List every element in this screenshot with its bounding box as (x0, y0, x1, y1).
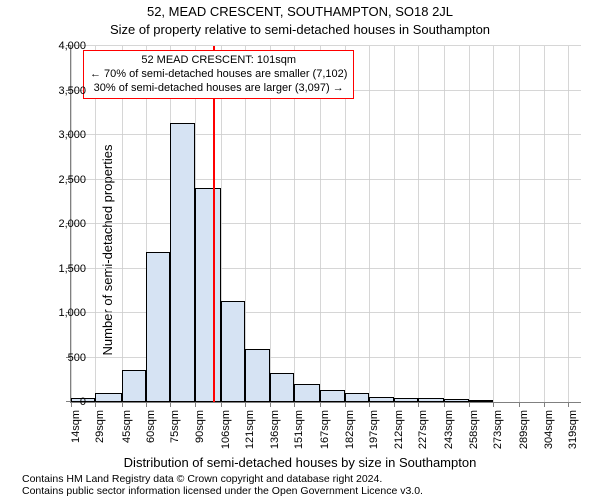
xtick-label: 289sqm (518, 410, 530, 449)
histogram-bar (369, 397, 393, 402)
gridline-v (320, 46, 321, 402)
xtick-mark (394, 402, 395, 407)
title-sub: Size of property relative to semi-detach… (0, 22, 600, 37)
ytick-label: 2,500 (46, 174, 86, 186)
xtick-label: 243sqm (443, 410, 455, 449)
xtick-label: 90sqm (194, 410, 206, 443)
xtick-mark (469, 402, 470, 407)
histogram-bar (418, 398, 444, 402)
ytick-label: 500 (46, 352, 86, 364)
xtick-mark (195, 402, 196, 407)
histogram-bar (221, 301, 245, 402)
ytick-label: 1,500 (46, 263, 86, 275)
xtick-mark (519, 402, 520, 407)
histogram-bar (146, 252, 170, 402)
xtick-label: 75sqm (169, 410, 181, 443)
xtick-label: 197sqm (368, 410, 380, 449)
ytick-label: 0 (46, 396, 86, 408)
gridline-v (418, 46, 419, 402)
xtick-mark (122, 402, 123, 407)
title-main: 52, MEAD CRESCENT, SOUTHAMPTON, SO18 2JL (0, 4, 600, 19)
xtick-mark (221, 402, 222, 407)
xtick-label: 182sqm (344, 410, 356, 449)
xtick-label: 136sqm (269, 410, 281, 449)
ytick-label: 2,000 (46, 218, 86, 230)
gridline-v (95, 46, 96, 402)
xtick-mark (270, 402, 271, 407)
xtick-mark (444, 402, 445, 407)
gridline-v (568, 46, 569, 402)
gridline-v (544, 46, 545, 402)
footnote-line1: Contains HM Land Registry data © Crown c… (22, 473, 423, 486)
histogram-bar (444, 399, 468, 402)
xtick-label: 273sqm (492, 410, 504, 449)
footnote-line2: Contains public sector information licen… (22, 485, 423, 498)
xtick-label: 14sqm (70, 410, 82, 443)
xtick-label: 319sqm (567, 410, 579, 449)
annotation-box: 52 MEAD CRESCENT: 101sqm ← 70% of semi-d… (83, 50, 354, 99)
ytick-label: 3,500 (46, 85, 86, 97)
histogram-bar (195, 188, 221, 402)
annotation-line2: ← 70% of semi-detached houses are smalle… (90, 68, 347, 82)
gridline-v (345, 46, 346, 402)
xtick-label: 106sqm (220, 410, 232, 449)
footnote: Contains HM Land Registry data © Crown c… (22, 473, 423, 498)
plot-area: 52 MEAD CRESCENT: 101sqm ← 70% of semi-d… (70, 46, 581, 403)
gridline-v (519, 46, 520, 402)
xtick-mark (369, 402, 370, 407)
xtick-mark (294, 402, 295, 407)
histogram-bar (270, 373, 294, 402)
ytick-label: 4,000 (46, 40, 86, 52)
gridline-v (294, 46, 295, 402)
xtick-mark (418, 402, 419, 407)
gridline-v (270, 46, 271, 402)
xtick-label: 212sqm (393, 410, 405, 449)
histogram-bar (320, 390, 344, 402)
ytick-label: 3,000 (46, 129, 86, 141)
xtick-label: 227sqm (417, 410, 429, 449)
histogram-bar (95, 393, 121, 402)
histogram-bar (469, 400, 493, 402)
ytick-label: 1,000 (46, 307, 86, 319)
xtick-label: 29sqm (94, 410, 106, 443)
reference-line (213, 46, 215, 402)
xtick-mark (146, 402, 147, 407)
xtick-label: 60sqm (145, 410, 157, 443)
gridline-v (369, 46, 370, 402)
gridline-h (71, 134, 581, 135)
gridline-v (493, 46, 494, 402)
xtick-mark (245, 402, 246, 407)
xtick-label: 121sqm (244, 410, 256, 449)
gridline-v (469, 46, 470, 402)
histogram-bar (345, 393, 369, 402)
x-axis-label: Distribution of semi-detached houses by … (0, 455, 600, 470)
histogram-bar (294, 384, 320, 402)
histogram-bar (245, 349, 269, 402)
xtick-mark (568, 402, 569, 407)
gridline-h (71, 45, 581, 46)
xtick-mark (170, 402, 171, 407)
gridline-v (122, 46, 123, 402)
gridline-h (71, 223, 581, 224)
xtick-label: 258sqm (468, 410, 480, 449)
xtick-label: 151sqm (293, 410, 305, 449)
histogram-bar (170, 123, 194, 402)
histogram-bar (394, 398, 418, 402)
xtick-mark (320, 402, 321, 407)
gridline-v (444, 46, 445, 402)
xtick-label: 304sqm (543, 410, 555, 449)
xtick-label: 45sqm (121, 410, 133, 443)
xtick-mark (493, 402, 494, 407)
xtick-mark (345, 402, 346, 407)
gridline-h (71, 179, 581, 180)
xtick-mark (544, 402, 545, 407)
xtick-mark (95, 402, 96, 407)
annotation-line1: 52 MEAD CRESCENT: 101sqm (90, 54, 347, 68)
histogram-bar (122, 370, 146, 402)
annotation-line3: 30% of semi-detached houses are larger (… (90, 82, 347, 96)
chart-container: 52, MEAD CRESCENT, SOUTHAMPTON, SO18 2JL… (0, 0, 600, 500)
gridline-v (394, 46, 395, 402)
xtick-label: 167sqm (319, 410, 331, 449)
